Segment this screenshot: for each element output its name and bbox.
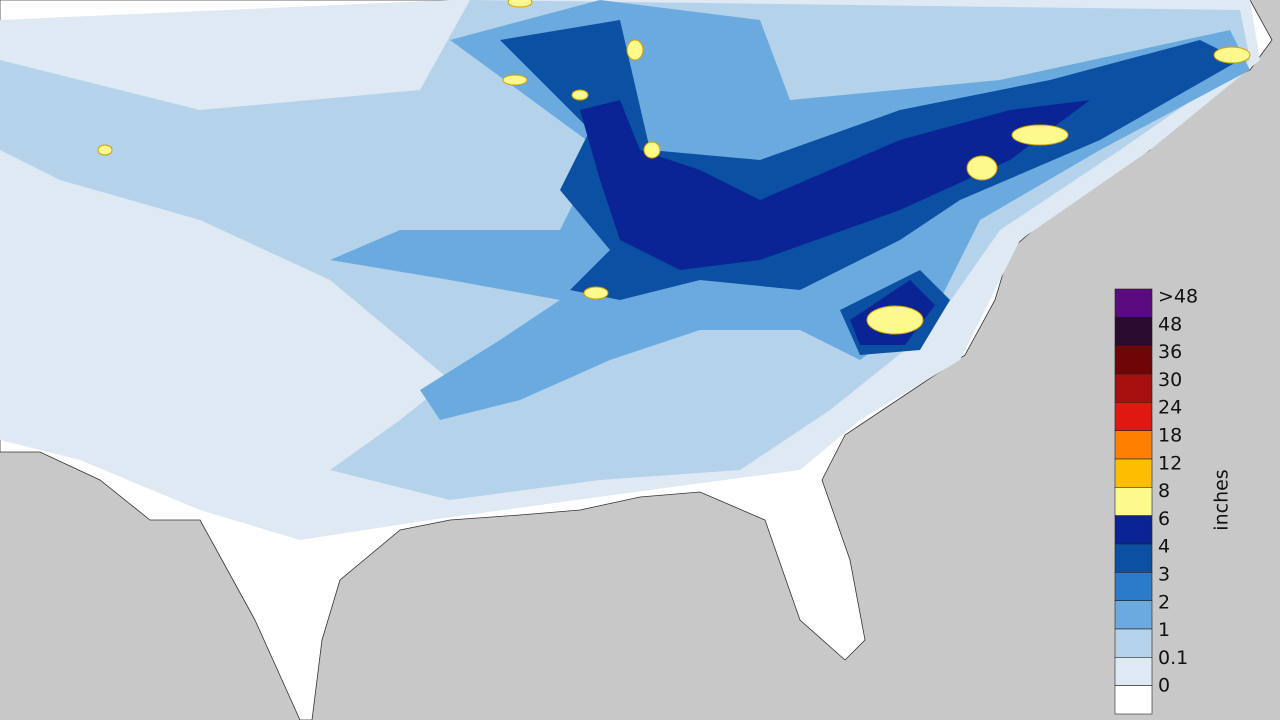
legend-label: 12 xyxy=(1158,452,1182,474)
legend-label: 18 xyxy=(1158,425,1182,447)
snow-area xyxy=(580,100,1090,270)
snow-spot xyxy=(866,305,924,335)
legend-swatch xyxy=(1114,317,1153,346)
legend-swatch xyxy=(1114,345,1153,375)
legend-swatch xyxy=(1114,543,1153,573)
snow-spot xyxy=(1213,46,1251,64)
snow-spot xyxy=(571,89,589,101)
legend-label: 30 xyxy=(1158,369,1182,391)
legend-swatch xyxy=(1114,515,1153,545)
legend-label: 3 xyxy=(1158,564,1170,586)
legend-label: 4 xyxy=(1158,536,1170,558)
legend-label: 24 xyxy=(1158,397,1182,419)
snow-spot xyxy=(966,155,998,181)
snow-spot xyxy=(507,0,533,8)
legend-label: 36 xyxy=(1158,341,1182,363)
legend-swatch xyxy=(1114,373,1153,403)
legend-label: 0.1 xyxy=(1158,647,1188,669)
snow-bands xyxy=(0,0,1260,540)
legend-swatch xyxy=(1114,487,1153,516)
legend-swatch xyxy=(1114,458,1153,488)
legend-swatch xyxy=(1114,657,1153,686)
color-legend: inches >48 48 36 30 24 18 12 8 6 4 3 2 1 0.1 0 xyxy=(1114,286,1233,715)
legend-label: 0 xyxy=(1158,675,1170,697)
snow-spot xyxy=(502,74,528,86)
legend-swatch xyxy=(1114,685,1153,715)
legend-swatch xyxy=(1114,288,1153,318)
snow-spot xyxy=(97,144,113,156)
legend-label: 6 xyxy=(1158,508,1170,530)
legend-swatch xyxy=(1114,402,1153,431)
snow-spot xyxy=(583,286,609,300)
legend-swatch xyxy=(1114,572,1153,601)
legend-label: 1 xyxy=(1158,619,1170,641)
snow-spot xyxy=(643,141,661,159)
legend-label: 2 xyxy=(1158,591,1170,613)
snow-spot xyxy=(626,39,644,61)
legend-swatch xyxy=(1114,430,1153,460)
legend-label: 8 xyxy=(1158,480,1170,502)
legend-label: 48 xyxy=(1158,313,1182,335)
legend-title: inches xyxy=(1211,469,1233,530)
legend-swatch xyxy=(1114,628,1153,658)
legend-swatch xyxy=(1114,600,1153,630)
snow-spot xyxy=(1011,124,1069,146)
legend-label: >48 xyxy=(1158,286,1198,308)
heavy-snow-spots xyxy=(97,0,1251,335)
